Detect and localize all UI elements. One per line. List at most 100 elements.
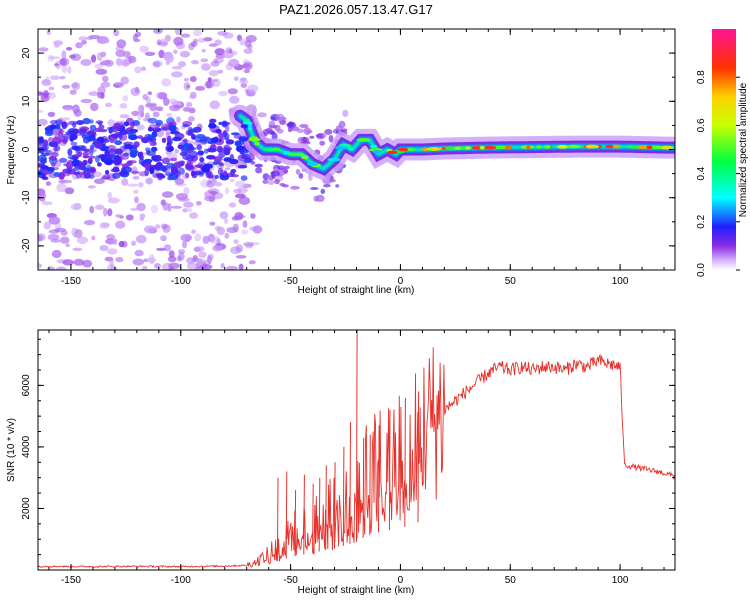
noise-blob [171, 71, 183, 78]
x-tick-label: -100 [171, 276, 191, 287]
noise-blob [223, 32, 234, 39]
noise-clump [151, 146, 158, 152]
noise-blob [180, 33, 191, 38]
noise-band-blob [82, 151, 89, 156]
noise-blob [101, 39, 110, 44]
ridge-hotspot [445, 146, 456, 151]
noise-band-blob [45, 150, 52, 154]
noise-blob [135, 235, 147, 244]
noise-band-blob [199, 157, 205, 163]
noise-band-blob [173, 161, 182, 169]
y-tick-label: 6000 [21, 374, 32, 397]
noise-blob [88, 91, 99, 96]
ridge-hotspot [248, 127, 253, 131]
noise-blob [47, 137, 54, 143]
noise-blob [224, 187, 230, 195]
transition-blob [283, 168, 289, 174]
noise-blob [145, 257, 157, 263]
noise-blob [167, 255, 177, 263]
noise-blob [55, 266, 67, 270]
noise-blob [134, 249, 144, 257]
transition-blob [290, 185, 300, 190]
noise-band-blob [118, 170, 129, 176]
noise-blob [113, 82, 124, 88]
noise-band-blob [98, 124, 105, 130]
noise-blob [242, 220, 248, 228]
noise-band-blob [169, 157, 178, 162]
noise-blob [240, 83, 248, 88]
noise-clump [48, 141, 59, 146]
noise-blob [173, 49, 178, 55]
ridge-hotspot [430, 147, 440, 151]
ridge-hotspot [370, 144, 378, 149]
noise-blob [233, 188, 242, 194]
noise-band-blob [183, 139, 188, 144]
noise-clump [238, 136, 249, 142]
noise-band-blob [55, 145, 61, 152]
x-tick-label: 100 [612, 276, 629, 287]
ridge-hotspot [301, 155, 309, 160]
snr-spike [325, 465, 327, 551]
noise-blob [41, 79, 52, 87]
noise-blob [91, 54, 97, 63]
noise-blob [54, 63, 60, 67]
noise-band-blob [186, 161, 193, 167]
noise-blob [193, 246, 205, 252]
noise-clump [151, 155, 158, 161]
noise-blob [194, 266, 205, 270]
noise-blob [51, 249, 62, 259]
transition-blob [257, 112, 267, 118]
transition-blob [302, 136, 307, 145]
transition-blob [309, 135, 315, 139]
noise-band-blob [205, 170, 213, 179]
noise-blob [137, 112, 142, 121]
noise-blob [168, 267, 175, 270]
ridge-hotspot [612, 144, 620, 149]
noise-blob [233, 76, 239, 81]
noise-blob [217, 31, 228, 36]
noise-band-blob [44, 130, 54, 137]
noise-blob [183, 201, 194, 208]
noise-blob [73, 109, 82, 117]
snr-spike [378, 425, 380, 533]
noise-blob [73, 258, 85, 266]
noise-blob [183, 77, 189, 82]
noise-blob [101, 222, 110, 228]
ridge-hotspot [567, 144, 581, 149]
snr-x-label: Height of straight line (km) [298, 585, 415, 596]
noise-blob [212, 78, 221, 88]
noise-blob [99, 61, 108, 66]
noise-blob [249, 226, 258, 231]
noise-blob [102, 75, 109, 83]
noise-band-blob [214, 174, 219, 179]
noise-band-blob [161, 137, 167, 143]
noise-blob [88, 34, 101, 40]
transition-blob [289, 126, 300, 132]
noise-clump [38, 170, 44, 176]
noise-blob [43, 221, 52, 230]
noise-blob [200, 58, 209, 63]
spectrogram-y-ticks: -20 -10 0 10 20 [21, 28, 675, 271]
noise-clump [69, 135, 75, 142]
noise-blob [248, 260, 256, 265]
noise-clump [89, 167, 96, 173]
colorbar-ticks: 0.0 0.2 0.4 0.6 0.8 [696, 70, 740, 277]
y-tick-label: -10 [21, 190, 32, 205]
noise-blob [107, 192, 113, 199]
noise-band-blob [191, 171, 198, 179]
noise-blob [71, 82, 79, 89]
noise-clump [240, 124, 249, 129]
noise-band-blob [237, 164, 248, 169]
noise-blob [149, 254, 155, 262]
noise-blob [229, 178, 235, 183]
noise-clump [137, 152, 142, 158]
noise-blob [202, 235, 210, 245]
noise-band-blob [192, 126, 202, 133]
noise-blob [62, 259, 74, 266]
noise-band-blob [185, 155, 195, 162]
noise-band-blob [241, 153, 251, 160]
noise-band-blob [49, 120, 59, 125]
snr-spike [404, 397, 406, 527]
